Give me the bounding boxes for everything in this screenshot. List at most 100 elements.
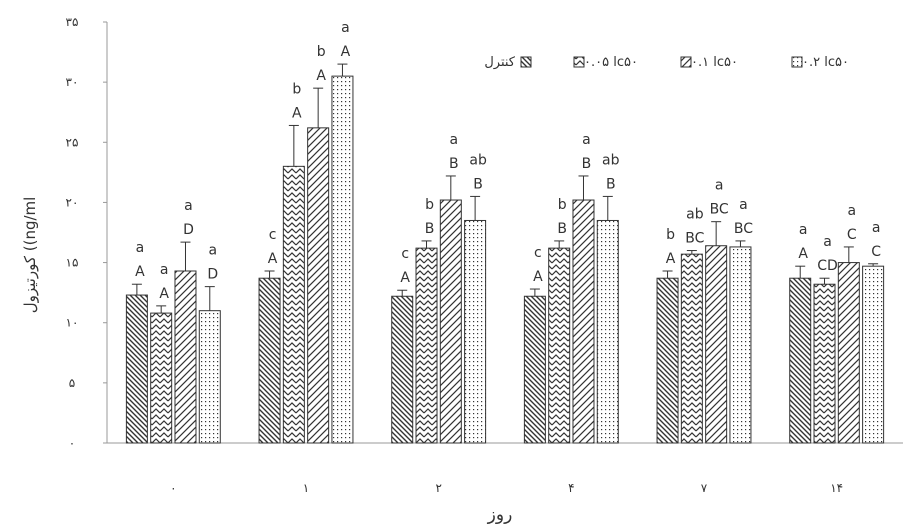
- bar: [307, 127, 330, 444]
- bar: [331, 75, 354, 444]
- significance-label-lower: ab: [686, 207, 704, 223]
- significance-label-upper: A: [341, 44, 351, 60]
- significance-label-upper: BC: [734, 221, 753, 237]
- significance-label-lower: ab: [469, 152, 487, 168]
- significance-label-lower: a: [160, 262, 169, 278]
- bar: [729, 246, 752, 444]
- bar: [596, 219, 619, 444]
- significance-label-lower: c: [269, 227, 277, 243]
- legend: کنترل ۰.۰۵ lc۵۰ ۰.۱ lc۵۰ ۰.۲ lc۵۰: [484, 55, 849, 70]
- y-axis-ticks: ۰ ۵ ۱۰ ۱۵ ۲۰ ۲۵ ۳۰ ۳۵: [66, 15, 107, 450]
- significance-label-upper: A: [533, 269, 543, 285]
- significance-label-lower: a: [715, 178, 724, 194]
- y-tick-label: ۵: [69, 376, 75, 390]
- x-tick-label: ۱: [303, 481, 309, 495]
- significance-label-upper: B: [473, 176, 483, 192]
- x-tick-label: ۲: [435, 481, 441, 495]
- significance-label-lower: b: [666, 227, 675, 243]
- bar: [813, 283, 836, 444]
- significance-label-upper: A: [400, 270, 410, 286]
- significance-label-lower: ab: [602, 152, 620, 168]
- significance-label-upper: A: [666, 251, 676, 267]
- significance-label-lower: a: [450, 132, 459, 148]
- legend-label: کنترل: [484, 55, 515, 70]
- y-axis-label: کورتیزول ((ng/ml: [21, 197, 39, 314]
- significance-label-lower: b: [292, 81, 301, 97]
- x-tick-label: ۱۴: [830, 481, 843, 495]
- x-tick-label: ۴: [568, 481, 574, 495]
- legend-label: ۰.۱ lc۵۰: [691, 55, 738, 70]
- y-tick-label: ۳۰: [66, 75, 79, 89]
- significance-label-lower: a: [872, 220, 881, 236]
- significance-label-lower: c: [401, 246, 409, 262]
- legend-swatch: [680, 56, 692, 68]
- y-tick-label: ۳۵: [66, 15, 79, 29]
- significance-label-upper: BC: [685, 231, 704, 247]
- bar: [125, 294, 148, 444]
- bar: [656, 277, 679, 444]
- significance-label-lower: a: [739, 197, 748, 213]
- significance-label-lower: b: [558, 197, 567, 213]
- significance-label-upper: B: [557, 221, 567, 237]
- significance-label-lower: b: [317, 44, 326, 60]
- bar: [705, 245, 728, 444]
- significance-label-upper: C: [871, 244, 881, 260]
- significance-label-upper: A: [135, 264, 145, 280]
- significance-label-upper: BC: [710, 202, 729, 218]
- significance-label-upper: D: [183, 222, 194, 238]
- significance-label-upper: CD: [817, 258, 838, 274]
- significance-label-lower: b: [425, 197, 434, 213]
- significance-label-upper: C: [847, 227, 857, 243]
- x-tick-label: ۷: [701, 481, 708, 495]
- significance-label-lower: a: [582, 132, 591, 148]
- y-tick-label: ۲۰: [66, 195, 79, 209]
- bar: [464, 219, 487, 444]
- x-axis-ticks: ۰ ۱ ۲ ۴ ۷ ۱۴: [170, 481, 843, 495]
- legend-label: ۰.۰۵ lc۵۰: [584, 55, 638, 70]
- significance-label-lower: a: [184, 198, 193, 214]
- bar: [439, 199, 462, 444]
- significance-label-lower: a: [341, 20, 350, 36]
- bar: [572, 199, 595, 444]
- bar: [174, 270, 197, 444]
- significance-label-upper: B: [449, 156, 459, 172]
- significance-label-upper: A: [292, 105, 302, 121]
- significance-label-lower: a: [799, 222, 808, 238]
- significance-label-lower: a: [823, 234, 832, 250]
- legend-label: ۰.۲ lc۵۰: [802, 55, 849, 70]
- bar: [680, 253, 703, 444]
- bar: [258, 277, 281, 444]
- bar: [548, 247, 571, 444]
- bar: [150, 312, 173, 444]
- significance-label-lower: a: [848, 203, 857, 219]
- significance-label-upper: A: [316, 68, 326, 84]
- significance-label-lower: a: [208, 243, 217, 259]
- y-tick-label: ۰: [69, 436, 75, 450]
- significance-label-upper: A: [268, 251, 278, 267]
- legend-swatch: [791, 56, 803, 68]
- bar: [523, 295, 546, 444]
- bar: [862, 265, 885, 444]
- x-tick-label: ۰: [170, 481, 176, 495]
- y-tick-label: ۱۵: [66, 256, 79, 270]
- bar: [837, 262, 860, 444]
- bar: [415, 247, 438, 444]
- significance-label-upper: D: [207, 267, 218, 283]
- bar: [391, 295, 414, 444]
- bar: [198, 310, 221, 444]
- significance-label-upper: A: [159, 286, 169, 302]
- legend-swatch: [520, 56, 532, 68]
- significance-label-upper: B: [425, 221, 435, 237]
- significance-label-upper: B: [606, 176, 616, 192]
- bar: [282, 165, 305, 444]
- significance-label-upper: A: [798, 246, 808, 262]
- legend-swatch: [573, 56, 585, 68]
- significance-label-lower: a: [136, 240, 145, 256]
- bar: [789, 277, 812, 444]
- x-axis-label: روز: [487, 505, 513, 525]
- y-tick-label: ۲۵: [66, 135, 79, 149]
- significance-label-upper: B: [582, 156, 592, 172]
- y-tick-label: ۱۰: [66, 316, 79, 330]
